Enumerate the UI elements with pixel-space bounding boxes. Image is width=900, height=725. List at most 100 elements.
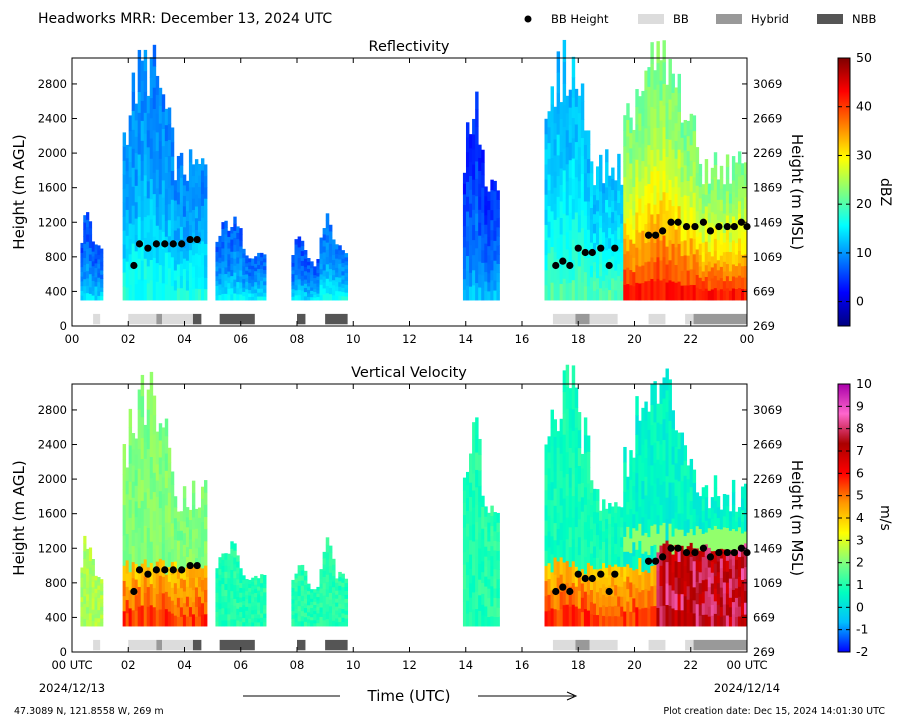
echo-cell [338,580,342,586]
echo-cell [322,264,327,271]
start-date-label: 2024/12/13 [39,681,105,695]
echo-cell [291,595,295,600]
echo-cell [490,199,494,211]
echo-cell [734,185,739,198]
echo-cell [725,593,730,605]
echo-cell [583,158,588,174]
echo-cell [176,521,181,532]
echo-cell [122,286,127,301]
echo-cell [307,265,311,269]
echo-cell [571,97,576,119]
echo-cell [740,288,745,301]
echo-cell [731,613,736,627]
echo-cell [469,230,473,246]
echo-cell [568,427,573,449]
echo-cell [692,176,697,193]
echo-cell [300,605,305,612]
colorbar-tick-label: 5 [856,488,864,503]
echo-cell [128,161,133,178]
echo-cell [316,596,320,601]
echo-cell [134,501,139,518]
echo-cell [224,240,228,248]
echo-cell [734,578,739,589]
echo-cell [313,616,317,621]
echo-cell [341,291,345,297]
echo-cell [586,546,591,563]
echo-cell [197,556,202,568]
x-tick-label: 06 [233,658,248,672]
echo-cell [743,242,748,255]
echo-cell [671,572,675,591]
echo-cell [626,119,630,137]
echo-cell [496,208,500,219]
x-tick-label: 10 [346,332,361,346]
echo-cell [128,130,133,147]
echo-cell [332,564,336,571]
echo-cell [577,554,582,573]
echo-cell [242,295,246,301]
echo-cell [484,576,488,587]
echo-cell [698,528,703,540]
echo-cell [550,608,554,627]
echo-cell [626,576,630,590]
echo-cell [303,275,308,280]
echo-cell [605,577,609,588]
echo-cell [236,293,240,301]
echo-cell [100,291,104,297]
echo-cell [722,516,727,528]
bb-height-point [730,548,738,557]
echo-cell [632,158,636,173]
echo-cell [263,596,267,601]
echo-cell [182,591,187,604]
echo-cell [227,236,231,243]
echo-cell [553,591,558,610]
echo-cell [131,465,136,482]
echo-cell [245,618,249,623]
echo-cell [97,263,101,269]
echo-cell [251,265,255,270]
bb-height-point [178,566,186,574]
echo-cell [692,284,697,301]
echo-cell [553,267,558,285]
echo-cell [257,586,261,591]
echo-cell [731,565,736,578]
echo-cell [83,271,87,280]
echo-cell [614,543,618,555]
echo-cell [239,282,243,289]
echo-cell [656,41,660,64]
echo-cell [335,248,339,254]
echo-cell [215,577,219,584]
echo-cell [490,535,494,547]
echo-cell [173,250,178,261]
echo-cell [565,408,570,431]
echo-cell [568,447,573,468]
echo-cell [496,541,500,552]
echo-cell [472,490,476,508]
echo-cell [641,265,645,284]
echo-cell [647,608,651,627]
echo-cell [562,126,567,149]
echo-cell [254,609,258,614]
echo-cell [86,561,90,569]
echo-cell [257,272,261,277]
echo-cell [137,547,142,568]
echo-cell [698,186,703,199]
echo-cell [602,261,606,272]
echo-cell [722,193,727,204]
echo-cell [599,215,603,228]
echo-cell [291,262,295,267]
echo-cell [197,616,202,627]
echo-cell [605,606,609,617]
echo-cell [146,232,151,250]
echo-cell [668,420,672,442]
echo-cell [335,253,339,259]
echo-cell [674,528,678,545]
echo-cell [188,224,193,238]
echo-cell [230,251,234,258]
echo-cell [553,155,558,172]
echo-cell [469,496,473,512]
echo-cell [303,283,308,288]
echo-cell [236,244,240,252]
echo-cell [668,523,672,545]
echo-cell [319,247,324,254]
